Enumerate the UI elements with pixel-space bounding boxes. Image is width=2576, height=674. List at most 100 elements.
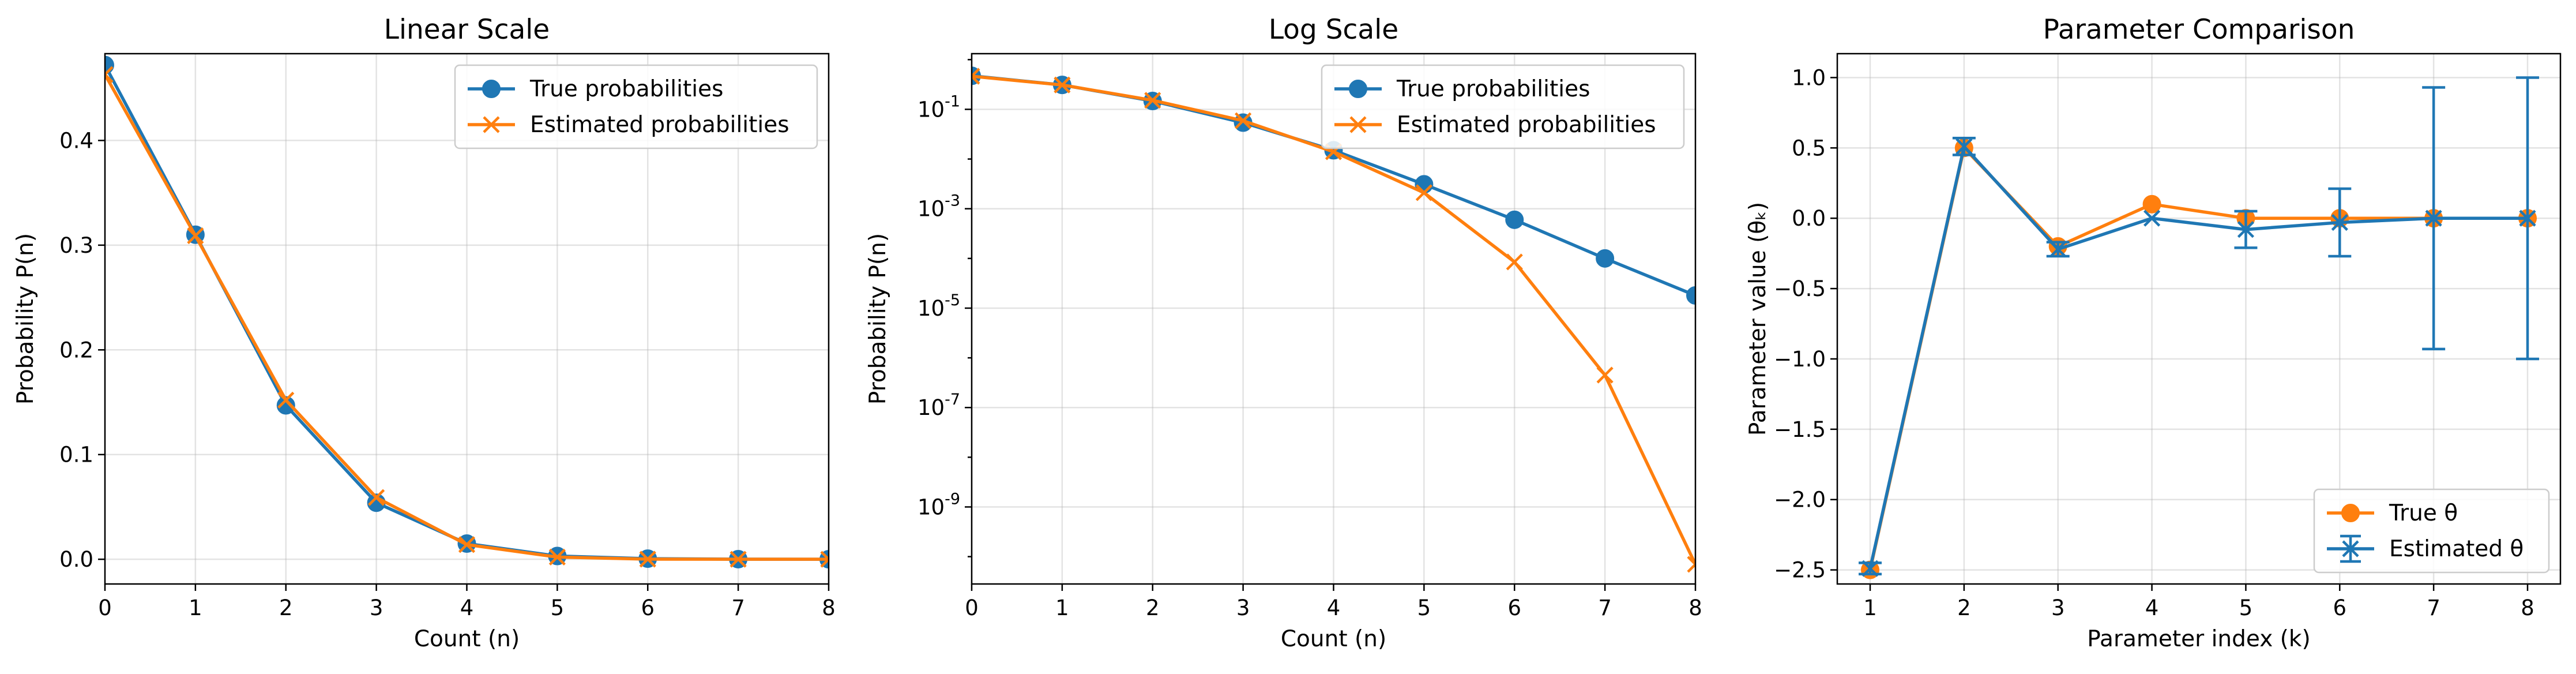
legend-label: True probabilities (529, 76, 723, 102)
x-tick-label: 7 (731, 596, 745, 620)
data-point (820, 551, 829, 568)
x-tick-label: 1 (1055, 596, 1069, 620)
legend: True probabilities Estimated probabilitie… (1321, 64, 1685, 149)
x-axis-label: Parameter index (k) (2087, 626, 2310, 652)
x-tick-label: 3 (1236, 596, 1250, 620)
data-point (458, 536, 476, 553)
legend-entry: Estimated probabilities (1334, 112, 1656, 138)
legend-box (2313, 488, 2550, 574)
y-tick-label: 10-1 (917, 92, 960, 122)
data-point (1687, 556, 1695, 573)
y-axis-label: Parameter value (θₖ) (1745, 202, 1771, 436)
data-point (1686, 286, 1695, 305)
legend-marker (2342, 540, 2359, 557)
legend-box (1321, 64, 1685, 149)
y-tick-label: 10-5 (917, 291, 960, 321)
y-tick-label: 10-3 (917, 192, 960, 222)
plot-area (972, 66, 1695, 573)
x-axis-label: Count (n) (1281, 626, 1386, 652)
y-tick-base: 10 (917, 97, 945, 122)
y-tick-label: −2.0 (1774, 488, 1826, 512)
y-axis-label: Probability P(n) (13, 233, 39, 405)
y-tick-exponent: -5 (945, 291, 960, 309)
y-tick-base: 10 (917, 395, 945, 420)
legend-label: True probabilities (1396, 76, 1590, 102)
y-tick-label: −0.5 (1774, 276, 1826, 301)
data-point (2237, 221, 2255, 238)
x-tick-label: 6 (641, 596, 655, 620)
axes-frame (1836, 53, 2562, 585)
y-axis: 1.0 0.5 0.0 −0.5 −1.0 −1.5 −2.0 −2.5 (1774, 65, 1837, 583)
y-tick-label: 0.5 (1792, 136, 1826, 160)
legend-label: Estimated probabilities (530, 112, 789, 138)
y-tick-label: 0.0 (1792, 206, 1826, 231)
series-estimated- (1859, 76, 2539, 577)
y-tick-label: 0.3 (59, 233, 93, 258)
series-estimated-probabilities (972, 68, 1695, 573)
data-point (1596, 366, 1614, 384)
x-axis-label: Count (n) (414, 626, 520, 652)
legend-entry: Estimated probabilities (468, 112, 789, 138)
x-tick-label: 1 (1863, 596, 1877, 620)
data-point (1505, 210, 1524, 229)
data-point (187, 227, 204, 245)
data-point (729, 551, 747, 568)
x-tick-label: 7 (2427, 596, 2440, 620)
y-tick-label: 0.0 (59, 547, 93, 572)
x-tick-label: 7 (1598, 596, 1612, 620)
data-point (1054, 76, 1071, 93)
x-tick-label: 2 (1146, 596, 1160, 620)
data-point (2331, 214, 2348, 231)
legend-box (454, 64, 818, 149)
panel-parameter-comparison: 1 2 3 4 5 6 7 8 1.0 0.5 0.0 −0.5 −1.0 −1.5 −2.0 −2.5 Par… (1745, 14, 2562, 652)
x-tick-label: 5 (1417, 596, 1431, 620)
data-point (1144, 92, 1161, 109)
y-tick-exponent: -1 (945, 92, 960, 110)
data-point (639, 551, 656, 568)
legend-marker (1349, 116, 1367, 133)
legend-label: Estimated θ (2389, 536, 2524, 562)
y-axis: 10-110-310-510-710-9 (917, 59, 972, 557)
data-point (2049, 241, 2067, 258)
legend-marker (482, 80, 501, 98)
x-tick-label: 8 (2521, 596, 2534, 620)
data-point (1506, 253, 1523, 271)
y-tick-label: −1.5 (1774, 417, 1826, 442)
y-tick-base: 10 (917, 495, 945, 519)
chart-title: Log Scale (1269, 14, 1398, 46)
x-tick-label: 3 (370, 596, 383, 620)
y-tick-exponent: -3 (945, 192, 960, 210)
data-point (972, 68, 980, 85)
y-tick-label: −2.5 (1774, 558, 1826, 583)
x-axis: 0 1 2 3 4 5 6 7 8 (98, 584, 836, 620)
data-point (2425, 209, 2442, 227)
data-point (1955, 138, 1973, 155)
x-axis: 1 2 3 4 5 6 7 8 (1863, 584, 2534, 620)
legend-marker (2341, 504, 2360, 522)
x-tick-label: 5 (551, 596, 565, 620)
y-tick-label: 10-7 (917, 391, 960, 420)
series-estimated-probabilities (105, 66, 829, 568)
y-tick-label: 0.4 (59, 128, 93, 153)
data-point (2143, 209, 2161, 227)
x-tick-label: 4 (1327, 596, 1341, 620)
legend-entry: True θ (2327, 500, 2458, 526)
chart-title: Linear Scale (384, 14, 550, 46)
x-axis: 0 1 2 3 4 5 6 7 8 (965, 584, 1702, 620)
y-tick-label: 0.1 (59, 443, 93, 467)
chart-title: Parameter Comparison (2043, 14, 2355, 46)
data-point (2142, 194, 2161, 214)
legend-marker (483, 116, 500, 133)
y-tick-base: 10 (917, 296, 945, 321)
x-tick-label: 0 (98, 596, 112, 620)
legend: True θ Estimated θ (2313, 488, 2550, 574)
x-tick-label: 8 (1688, 596, 1702, 620)
data-point (277, 391, 295, 409)
x-tick-label: 3 (2051, 596, 2065, 620)
y-tick-base: 10 (917, 197, 945, 222)
y-tick-label: 0.2 (59, 338, 93, 362)
x-tick-label: 4 (2145, 596, 2159, 620)
legend-entry: True probabilities (468, 76, 723, 102)
